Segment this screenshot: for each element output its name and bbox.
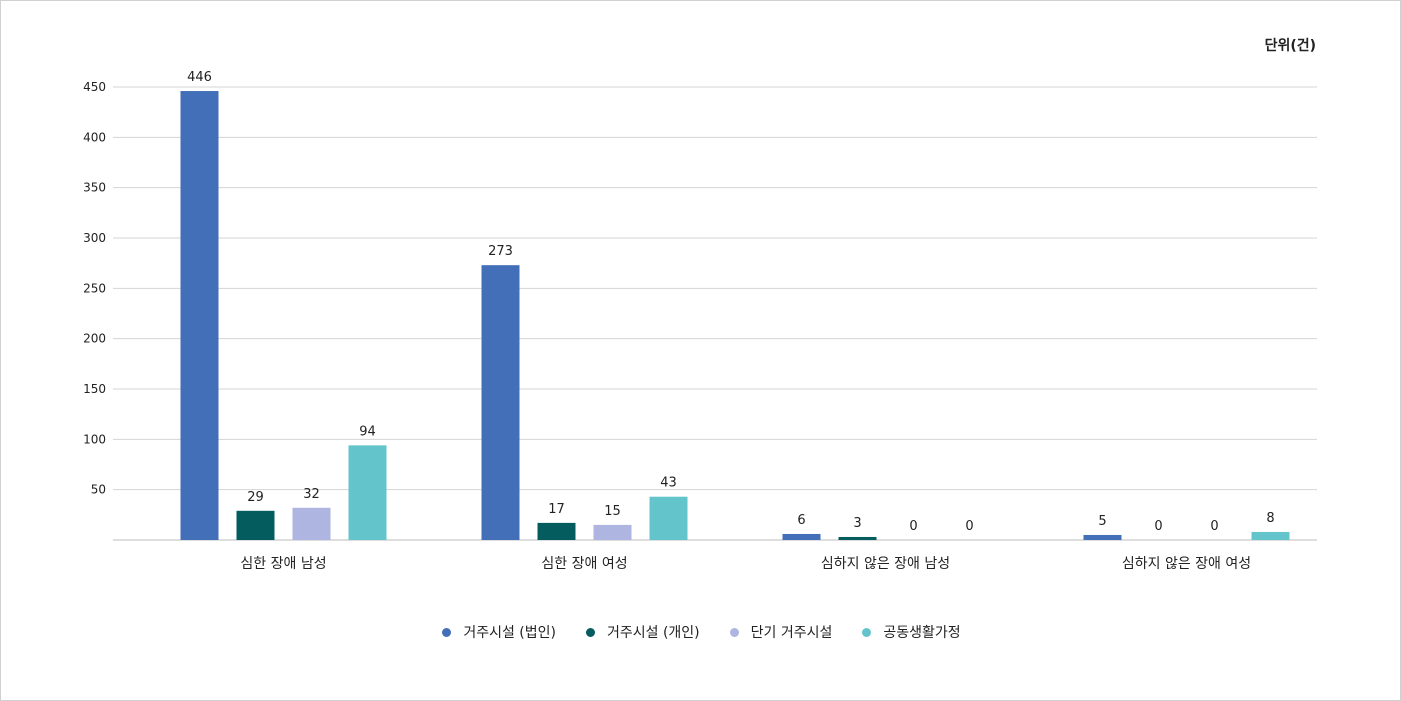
legend-item: 단기 거주시설 [729, 622, 833, 642]
value-label: 446 [187, 70, 212, 85]
value-label: 43 [660, 476, 677, 491]
value-label: 8 [1266, 511, 1274, 526]
y-axis-ticks: 50 100 150 200 250 300 350 400 450 [83, 80, 106, 497]
y-tick-label: 150 [83, 382, 106, 396]
value-label: 32 [303, 487, 320, 502]
bar [537, 522, 576, 540]
bar [838, 536, 877, 540]
y-tick-label: 400 [83, 130, 106, 144]
value-label: 273 [488, 244, 513, 259]
y-tick-label: 450 [83, 80, 106, 94]
category-label: 심하지 않은 장애 남성 [821, 556, 950, 572]
unit-label: 단위(건) [1264, 38, 1316, 54]
value-labels: 446 29 32 94 273 17 15 43 6 3 0 0 5 0 0 8 [187, 70, 1275, 534]
bar [593, 524, 632, 540]
y-tick-label: 300 [83, 231, 106, 245]
bar [649, 496, 688, 540]
bar [481, 265, 520, 540]
bar [236, 510, 275, 540]
value-label: 3 [853, 516, 861, 531]
legend-item: 거주시설 (개인) [585, 622, 700, 642]
value-label: 17 [548, 502, 565, 517]
bar [348, 445, 387, 540]
y-tick-label: 200 [83, 332, 106, 346]
value-label: 6 [797, 513, 805, 528]
legend: 거주시설 (법인) 거주시설 (개인) 단기 거주시설 공동생활가정 [1, 622, 1401, 642]
category-labels: 심한 장애 남성 심한 장애 여성 심하지 않은 장애 남성 심하지 않은 장애 여성 [240, 556, 1251, 572]
value-label: 0 [965, 519, 973, 534]
legend-label: 단기 거주시설 [750, 625, 833, 641]
value-label: 29 [247, 490, 264, 505]
value-label: 15 [604, 504, 621, 519]
value-label: 94 [359, 424, 376, 439]
value-label: 5 [1098, 514, 1106, 529]
category-label: 심한 장애 남성 [240, 556, 326, 572]
bars [180, 91, 1290, 540]
bar [180, 91, 219, 540]
legend-item: 거주시설 (법인) [442, 622, 556, 642]
bar [782, 533, 821, 540]
y-tick-label: 100 [83, 432, 106, 446]
y-tick-label: 250 [83, 281, 106, 295]
bar [1251, 531, 1290, 540]
legend-label: 거주시설 (법인) [463, 625, 556, 641]
legend-label: 공동생활가정 [883, 625, 961, 641]
legend-label: 거주시설 (개인) [606, 625, 700, 641]
bar [292, 507, 331, 540]
category-label: 심하지 않은 장애 여성 [1122, 556, 1251, 572]
legend-swatch [729, 627, 739, 637]
value-label: 0 [1154, 519, 1162, 534]
y-tick-label: 50 [91, 483, 106, 497]
legend-swatch [585, 627, 595, 637]
value-label: 0 [909, 519, 917, 534]
y-tick-label: 350 [83, 181, 106, 195]
value-label: 0 [1210, 519, 1218, 534]
grid-lines [113, 86, 1317, 541]
legend-item: 공동생활가정 [862, 622, 961, 642]
legend-swatch [442, 627, 452, 637]
legend-swatch [862, 627, 872, 637]
bar [1083, 534, 1122, 540]
category-label: 심한 장애 여성 [541, 556, 627, 572]
